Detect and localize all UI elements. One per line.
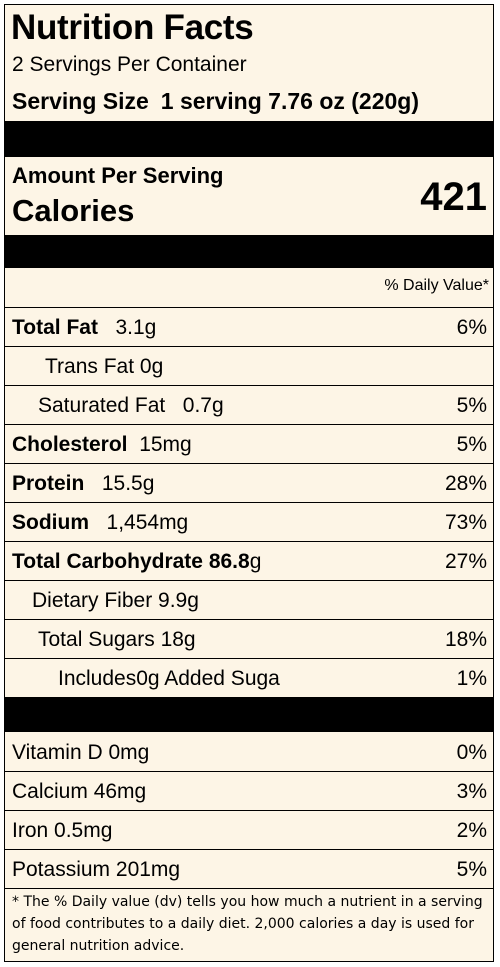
nutrient-row-total-sugars: Total Sugars 18g 18% — [5, 620, 493, 658]
divider — [5, 307, 493, 308]
nutrient-row-total-carbohydrate: Total Carbohydrate 86.8g 27% — [5, 542, 493, 580]
divider — [5, 849, 493, 850]
divider — [5, 658, 493, 659]
nutrient-name: Cholesterol — [12, 433, 128, 456]
divider — [5, 888, 493, 889]
amount-per-serving: Amount Per Serving — [12, 163, 224, 188]
nutrient-amount: 15.5g — [101, 472, 155, 495]
nutrient-dv: 28% — [444, 472, 487, 495]
nutrient-unit: g — [249, 550, 262, 573]
vitamin-name: Potassium — [12, 858, 111, 881]
vitamin-name: Calcium — [12, 780, 88, 803]
thick-divider-vitamins — [5, 697, 493, 732]
nutrient-dv: 27% — [444, 550, 487, 573]
serving-size: Serving Size 1 serving 7.76 oz (220g) — [12, 88, 419, 115]
nutrient-dv: 5% — [456, 433, 487, 456]
divider — [5, 771, 493, 772]
vitamin-amount: 201mg — [115, 858, 181, 881]
divider — [5, 810, 493, 811]
nutrient-amount: 0.7g — [182, 394, 224, 417]
footnote: * The % Daily value (dv) tells you how m… — [12, 894, 483, 954]
divider — [5, 541, 493, 542]
nutrient-row-sodium: Sodium 1,454mg 73% — [5, 503, 493, 541]
nutrient-amount: 18g — [160, 628, 196, 651]
serving-size-value: 1 serving 7.76 oz (220g) — [160, 88, 420, 114]
vitamin-row-iron: Iron 0.5mg 2% — [5, 811, 493, 849]
nutrient-amount: 1,454mg — [106, 511, 189, 534]
nutrient-dv: 18% — [444, 628, 487, 651]
serving-size-label: Serving Size — [12, 88, 149, 114]
thick-divider-top — [5, 121, 493, 157]
divider — [5, 502, 493, 503]
calories-value: 421 — [420, 175, 487, 219]
nutrition-label: Nutrition Facts 2 Servings Per Container… — [4, 4, 494, 962]
vitamin-name: Vitamin D — [12, 741, 103, 764]
nutrient-name: Total Sugars — [38, 628, 155, 651]
nutrient-dv: 1% — [456, 667, 487, 690]
nutrient-dv: 73% — [444, 511, 487, 534]
divider — [5, 385, 493, 386]
nutrient-amount: 9.9g — [158, 589, 199, 612]
calories-label: Calories — [12, 193, 135, 228]
vitamin-row-potassium: Potassium 201mg 5% — [5, 850, 493, 888]
servings-per-container: 2 Servings Per Container — [12, 53, 247, 76]
thick-divider-calories — [5, 235, 493, 268]
vitamin-amount: 46mg — [93, 780, 147, 803]
divider — [5, 463, 493, 464]
label-title: Nutrition Facts — [11, 8, 254, 47]
vitamin-dv: 5% — [456, 858, 487, 881]
vitamin-amount: 0.5mg — [54, 819, 113, 842]
daily-value-header: % Daily Value* — [384, 277, 489, 294]
divider — [5, 619, 493, 620]
vitamin-dv: 0% — [456, 741, 487, 764]
nutrient-amount: 15mg — [139, 433, 192, 456]
vitamin-name: Iron — [12, 819, 49, 842]
nutrient-name: Dietary Fiber — [32, 589, 153, 612]
nutrient-name: Saturated Fat — [38, 394, 166, 417]
vitamin-row-calcium: Calcium 46mg 3% — [5, 772, 493, 810]
vitamin-dv: 2% — [456, 819, 487, 842]
nutrient-row-cholesterol: Cholesterol 15mg 5% — [5, 425, 493, 463]
nutrient-amount: 3.1g — [115, 316, 157, 339]
nutrient-row-saturated-fat: Saturated Fat 0.7g 5% — [5, 386, 493, 424]
nutrient-name: Total Fat — [12, 316, 98, 339]
nutrient-dv: 6% — [456, 316, 487, 339]
divider — [5, 424, 493, 425]
nutrient-name: Trans Fat — [45, 355, 135, 378]
nutrient-name: Total Carbohydrate — [12, 550, 203, 573]
nutrient-name: Includes0g Added Suga — [58, 667, 280, 690]
nutrient-dv: 5% — [456, 394, 487, 417]
vitamin-amount: 0mg — [108, 741, 150, 764]
divider — [5, 346, 493, 347]
nutrient-row-dietary-fiber: Dietary Fiber 9.9g — [5, 581, 493, 619]
nutrient-name: Protein — [12, 472, 85, 495]
nutrient-row-added-sugars: Includes0g Added Suga 1% — [5, 659, 493, 697]
divider — [5, 580, 493, 581]
nutrient-name: Sodium — [12, 511, 89, 534]
nutrient-amount: 86.8 — [208, 550, 250, 573]
nutrient-row-total-fat: Total Fat 3.1g 6% — [5, 308, 493, 346]
nutrient-row-protein: Protein 15.5g 28% — [5, 464, 493, 502]
nutrient-amount: 0g — [139, 355, 164, 378]
nutrient-row-trans-fat: Trans Fat 0g — [5, 347, 493, 385]
vitamin-row-vitamin-d: Vitamin D 0mg 0% — [5, 733, 493, 771]
vitamin-dv: 3% — [456, 780, 487, 803]
